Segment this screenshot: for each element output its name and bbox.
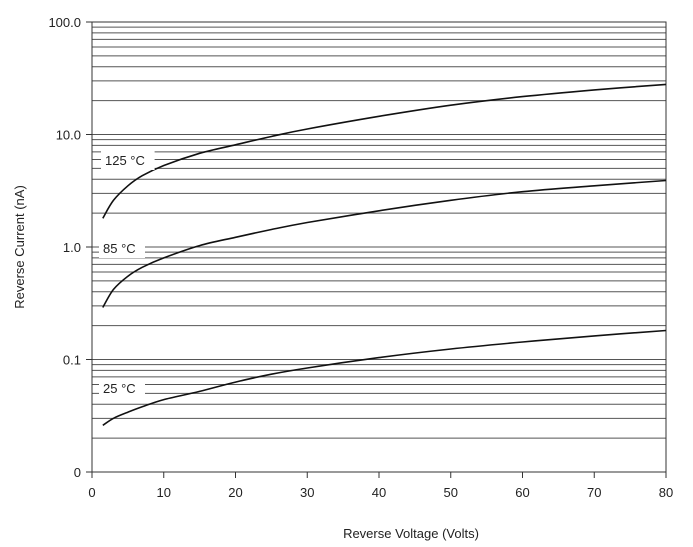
x-tick-label: 20 [228,485,242,500]
curve-label: 125 °C [105,153,145,168]
series-line-1 [102,179,667,308]
x-tick-label: 70 [587,485,601,500]
curve-label-background [99,239,145,258]
x-axis-ticks: 0 10 20 30 40 50 60 70 80 [88,472,673,500]
x-tick-label: 40 [372,485,386,500]
x-tick-label: 50 [444,485,458,500]
y-tick-label: 0.1 [63,353,81,368]
grid [92,26,666,439]
series-curves [102,83,667,426]
x-tick-label: 30 [300,485,314,500]
x-tick-label: 10 [157,485,171,500]
y-tick-label: 0 [74,465,81,480]
x-tick-label: 60 [515,485,529,500]
x-tick-label: 80 [659,485,673,500]
y-tick-label: 1.0 [63,240,81,255]
x-axis-title: Reverse Voltage (Volts) [343,526,479,541]
curve-label-background [101,151,155,170]
y-axis-title: Reverse Current (nA) [12,185,27,309]
curve-label-background [99,379,145,398]
curve-labels: 125 °C 85 °C 25 °C [99,151,155,398]
curve-label: 25 °C [103,381,136,396]
series-line-2 [102,329,667,426]
curve-label: 85 °C [103,241,136,256]
x-tick-label: 0 [88,485,95,500]
y-tick-label: 100.0 [48,15,81,30]
series-line-0 [102,83,667,219]
y-tick-label: 10.0 [56,128,81,143]
y-axis-ticks: 0 0.1 1.0 10.0 100.0 [48,15,92,480]
